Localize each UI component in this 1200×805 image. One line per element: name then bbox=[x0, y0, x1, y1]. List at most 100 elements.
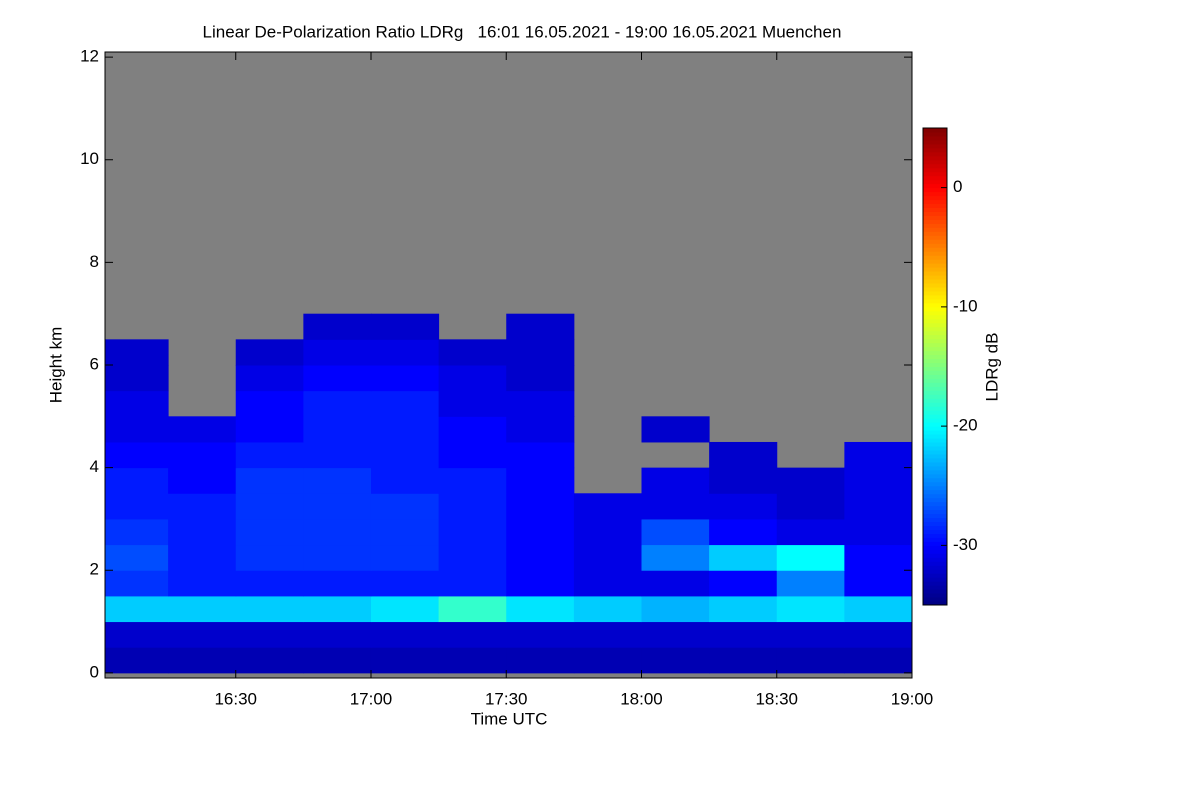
heatmap-cell bbox=[709, 493, 778, 520]
colorbar-segment bbox=[923, 294, 947, 300]
heatmap-cell bbox=[573, 518, 642, 546]
colorbar-segment bbox=[923, 485, 947, 491]
colorbar-segment bbox=[923, 513, 947, 519]
colorbar-segment bbox=[923, 541, 947, 546]
colorbar-segment bbox=[923, 279, 947, 284]
colorbar-segment bbox=[923, 215, 947, 220]
colorbar-segment bbox=[923, 155, 947, 161]
heatmap-cell bbox=[235, 647, 304, 674]
colorbar-segment bbox=[923, 235, 947, 240]
heatmap-cell bbox=[573, 595, 642, 623]
heatmap-cell bbox=[709, 595, 778, 623]
heatmap-cell bbox=[641, 647, 710, 674]
heatmap-cell bbox=[506, 365, 575, 392]
colorbar-segment bbox=[923, 310, 947, 316]
colorbar-segment bbox=[923, 263, 947, 268]
heatmap-cell bbox=[370, 365, 440, 392]
colorbar-segment bbox=[923, 517, 947, 523]
heatmap-cell bbox=[573, 647, 642, 674]
colorbar-segment bbox=[923, 283, 947, 288]
heatmap-cell bbox=[709, 621, 778, 648]
heatmap-cell bbox=[370, 467, 440, 494]
colorbar-segment bbox=[923, 422, 947, 427]
heatmap-cell bbox=[303, 544, 372, 571]
colorbar-segment bbox=[923, 239, 947, 244]
heatmap-cell bbox=[370, 595, 440, 623]
heatmap-cell bbox=[844, 467, 912, 494]
colorbar-segment bbox=[923, 457, 947, 463]
colorbar-segment bbox=[923, 473, 947, 479]
heatmap-cell bbox=[776, 647, 845, 674]
heatmap-cell bbox=[776, 595, 845, 623]
heatmap-cell bbox=[506, 313, 575, 340]
heatmap-cell bbox=[641, 467, 710, 494]
heatmap-cell bbox=[709, 467, 778, 494]
heatmap-cell bbox=[303, 518, 372, 546]
heatmap-cell bbox=[105, 467, 169, 494]
colorbar-segment bbox=[923, 569, 947, 574]
colorbar-segment bbox=[923, 287, 947, 292]
heatmap-cell bbox=[776, 570, 845, 597]
colorbar-segment bbox=[923, 159, 947, 165]
heatmap-cell bbox=[776, 467, 845, 494]
colorbar-segment bbox=[923, 326, 947, 332]
colorbar-segment bbox=[923, 446, 947, 451]
heatmap-cell bbox=[303, 313, 372, 340]
heatmap-cell bbox=[844, 595, 912, 623]
heatmap-cell bbox=[370, 544, 440, 571]
colorbar-segment bbox=[923, 589, 947, 594]
y-tick-label: 4 bbox=[90, 457, 99, 476]
colorbar-segment bbox=[923, 128, 947, 133]
heatmap-cell bbox=[438, 647, 507, 674]
heatmap-cell bbox=[303, 595, 372, 623]
x-tick-label: 19:00 bbox=[891, 689, 934, 708]
heatmap-cell bbox=[235, 544, 304, 571]
colorbar-segment bbox=[923, 581, 947, 586]
colorbar-segment bbox=[923, 362, 947, 367]
heatmap-cell bbox=[506, 390, 575, 417]
heatmap-cell bbox=[303, 365, 372, 392]
heatmap-cell bbox=[168, 570, 237, 597]
heatmap-cell bbox=[235, 467, 304, 494]
heatmap-cell bbox=[438, 621, 507, 648]
colorbar-segment bbox=[923, 374, 947, 379]
heatmap-cell bbox=[105, 621, 169, 648]
colorbar-segment bbox=[923, 211, 947, 216]
colorbar-segment bbox=[923, 386, 947, 391]
colorbar-segment bbox=[923, 143, 947, 149]
heatmap-cell bbox=[235, 365, 304, 392]
colorbar-segment bbox=[923, 461, 947, 467]
heatmap-cell bbox=[370, 493, 440, 520]
colorbar-segment bbox=[923, 231, 947, 236]
colorbar-segment bbox=[923, 306, 947, 312]
heatmap-cell bbox=[235, 441, 304, 469]
heatmap-cell bbox=[105, 416, 169, 443]
heatmap-cell bbox=[235, 339, 304, 366]
colorbar-segment bbox=[923, 501, 947, 507]
colorbar-segment bbox=[923, 366, 947, 371]
heatmap-cell bbox=[370, 518, 440, 546]
heatmap-cell bbox=[506, 647, 575, 674]
colorbar-tick-label: -20 bbox=[953, 416, 978, 435]
colorbar-segment bbox=[923, 338, 947, 344]
colorbar-segment bbox=[923, 430, 947, 435]
colorbar-segment bbox=[923, 453, 947, 459]
colorbar-segment bbox=[923, 449, 947, 455]
heatmap-cell bbox=[641, 518, 710, 546]
heatmap-cell bbox=[641, 570, 710, 597]
colorbar-segment bbox=[923, 131, 947, 137]
colorbar-segment bbox=[923, 378, 947, 383]
colorbar-frame bbox=[922, 127, 948, 606]
colorbar-segment bbox=[923, 438, 947, 443]
colorbar-segment bbox=[923, 247, 947, 252]
heatmap-cell bbox=[105, 390, 169, 417]
colorbar-segment bbox=[923, 390, 947, 395]
colorbar-segment bbox=[923, 199, 947, 205]
heatmap-cell bbox=[438, 339, 507, 366]
colorbar-segment bbox=[923, 223, 947, 228]
colorbar-segment bbox=[923, 175, 947, 181]
colorbar-segment bbox=[923, 529, 947, 534]
heatmap-cell bbox=[573, 621, 642, 648]
